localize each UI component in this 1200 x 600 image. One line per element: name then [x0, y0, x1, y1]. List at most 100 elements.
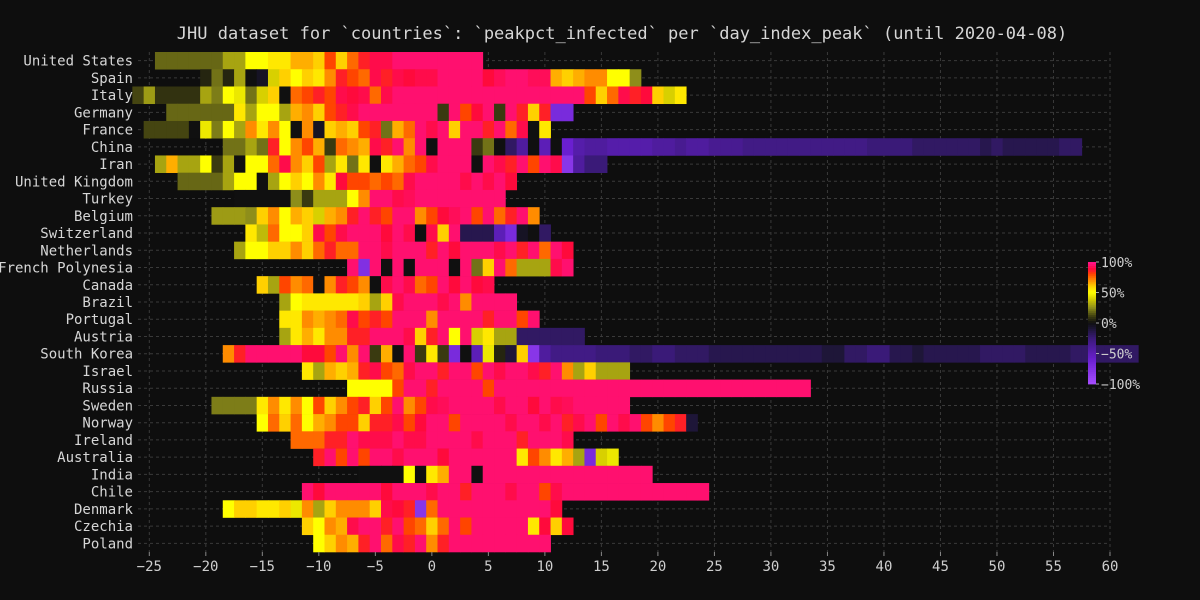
heatmap-cell: [607, 69, 619, 87]
heatmap-cell: [381, 207, 393, 225]
colorbar-segment: [1088, 375, 1096, 379]
heatmap-cell: [595, 155, 608, 173]
heatmap-cell: [652, 483, 664, 501]
heatmap-cell: [392, 276, 405, 294]
heatmap-cell: [426, 517, 438, 536]
heatmap-cell: [607, 465, 619, 484]
heatmap-cell: [505, 448, 518, 467]
heatmap-cell: [403, 327, 416, 346]
heatmap-cell: [211, 155, 224, 173]
heatmap-cell: [177, 172, 190, 191]
heatmap-cell: [313, 52, 325, 70]
heatmap-cell: [279, 500, 291, 518]
heatmap-cell: [821, 345, 834, 363]
heatmap-cell: [358, 396, 371, 415]
heatmap-cell: [313, 500, 325, 518]
heatmap-cell: [414, 431, 427, 449]
heatmap-cell: [335, 345, 348, 363]
heatmap-cell: [177, 86, 190, 105]
heatmap-cell: [414, 327, 427, 346]
heatmap-cell: [369, 362, 382, 380]
heatmap-cell: [392, 517, 405, 536]
colorbar-segment: [1088, 371, 1096, 375]
heatmap-cell: [505, 207, 518, 225]
heatmap-cell: [154, 86, 167, 105]
heatmap-cell: [358, 224, 371, 242]
heatmap-cell: [482, 362, 495, 380]
heatmap-cell: [437, 396, 450, 415]
heatmap-cell: [437, 345, 450, 363]
heatmap-cell: [369, 396, 382, 415]
heatmap-cell: [358, 276, 371, 294]
heatmap-cell: [381, 396, 393, 415]
heatmap-cell: [460, 103, 472, 122]
heatmap-cell: [855, 138, 868, 156]
colorbar-tick-label: 100%: [1101, 256, 1132, 271]
heatmap-cell: [369, 414, 382, 432]
heatmap-cell: [516, 414, 529, 432]
heatmap-cell: [482, 103, 495, 122]
heatmap-cell: [381, 327, 393, 346]
heatmap-cell: [1081, 345, 1094, 363]
heatmap-cell: [426, 276, 438, 294]
heatmap-cell: [369, 379, 382, 398]
heatmap-cell: [867, 345, 879, 363]
heatmap-cell: [369, 517, 382, 536]
heatmap-cell: [290, 276, 303, 294]
y-tick-label: Canada: [82, 278, 133, 294]
heatmap-cell: [381, 414, 393, 432]
heatmap-cell: [527, 379, 540, 398]
heatmap-cell: [301, 483, 314, 501]
heatmap-cell: [686, 414, 698, 432]
heatmap-cell: [403, 448, 416, 467]
heatmap-cell: [324, 327, 337, 346]
heatmap-cell: [279, 86, 291, 105]
heatmap-cell: [301, 155, 314, 173]
heatmap-cell: [335, 431, 348, 449]
heatmap-cell: [494, 414, 506, 432]
heatmap-cell: [222, 396, 235, 415]
heatmap-cell: [471, 224, 484, 242]
heatmap-cell: [245, 500, 258, 518]
heatmap-cell: [414, 52, 427, 70]
heatmap-cell: [369, 172, 382, 191]
heatmap-cell: [392, 534, 405, 553]
heatmap-cell: [369, 293, 382, 311]
heatmap-cell: [347, 500, 359, 518]
colorbar-segment: [1088, 325, 1096, 328]
x-tick-label: 30: [763, 559, 780, 575]
heatmap-cell: [482, 534, 495, 553]
heatmap-cell: [313, 396, 325, 415]
heatmap-cell: [550, 517, 563, 536]
heatmap-cell: [426, 396, 438, 415]
heatmap-cell: [177, 103, 190, 122]
heatmap-cell: [516, 207, 529, 225]
y-tick-label: Poland: [82, 536, 133, 552]
heatmap-cell: [460, 362, 472, 380]
heatmap-cell: [347, 86, 359, 105]
heatmap-cell: [279, 414, 291, 432]
heatmap-cell: [787, 138, 800, 156]
heatmap-cell: [279, 155, 291, 173]
heatmap-cell: [968, 345, 981, 363]
heatmap-cell: [787, 379, 800, 398]
heatmap-cell: [358, 207, 371, 225]
colorbar-segment: [1088, 262, 1096, 265]
colorbar-segment: [1088, 379, 1096, 383]
heatmap-cell: [460, 120, 472, 139]
colorbar-segment: [1088, 355, 1096, 358]
heatmap-cell: [279, 69, 291, 87]
heatmap-cell: [912, 138, 924, 156]
heatmap-cell: [335, 52, 348, 70]
heatmap-cell: [234, 172, 246, 191]
heatmap-cell: [448, 414, 461, 432]
heatmap-cell: [516, 69, 529, 87]
colorbar-segment: [1088, 318, 1096, 322]
heatmap-cell: [573, 69, 585, 87]
heatmap-cell: [381, 155, 393, 173]
heatmap-cell: [618, 138, 631, 156]
heatmap-cell: [290, 172, 303, 191]
heatmap-cell: [471, 379, 484, 398]
heatmap-cell: [448, 465, 461, 484]
heatmap-cell: [516, 327, 529, 346]
